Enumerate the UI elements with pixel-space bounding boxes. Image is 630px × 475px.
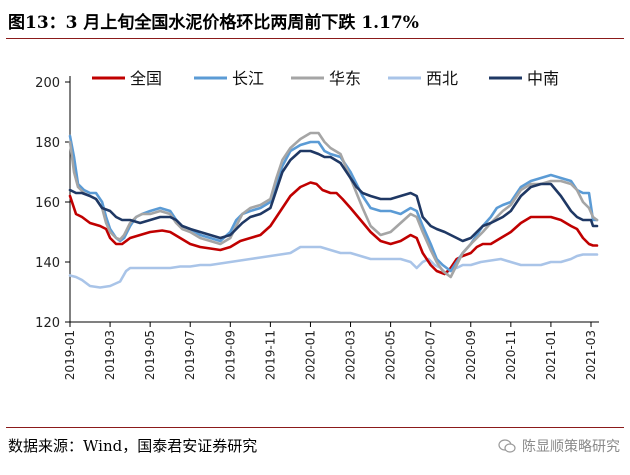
watermark: 陈显顺策略研究 <box>498 436 620 456</box>
y-tick-label: 180 <box>35 136 60 151</box>
source-rule <box>6 427 624 428</box>
y-tick-label: 140 <box>35 256 60 271</box>
figure-title: 图13：3 月上旬全国水泥价格环比两周前下跌 1.17% <box>8 13 419 33</box>
x-tick-label: 2020-05 <box>384 330 398 380</box>
x-tick-label: 2019-01 <box>63 330 77 380</box>
watermark-text: 陈显顺策略研究 <box>522 439 620 455</box>
wechat-icon <box>498 439 516 453</box>
series-line-0 <box>68 181 599 276</box>
legend-label-1: 长江 <box>232 69 264 88</box>
legend-label-2: 华东 <box>329 69 361 88</box>
y-tick-label: 160 <box>35 196 60 211</box>
line-chart: 120 140 160 180 200 2019-01 2019-03 2019-05 2019… <box>35 69 599 380</box>
x-tick-label: 2020-01 <box>303 330 317 380</box>
x-tick-label: 2019-09 <box>223 330 237 380</box>
y-tick-label: 120 <box>35 316 60 331</box>
y-tick-label: 200 <box>35 76 60 91</box>
x-tick-label: 2019-07 <box>183 330 197 380</box>
x-tick-label: 2020-09 <box>464 330 478 380</box>
x-tick-label: 2021-01 <box>544 330 558 380</box>
x-tick-label: 2019-05 <box>143 330 157 380</box>
legend-label-4: 中南 <box>527 69 559 88</box>
chart-series-lines <box>68 131 599 289</box>
legend-label-3: 西北 <box>426 69 458 88</box>
x-tick-label: 2020-03 <box>344 330 358 380</box>
series-line-1 <box>68 134 599 273</box>
x-tick-label: 2020-11 <box>504 330 518 380</box>
source-note: 数据来源：Wind，国泰君安证券研究 <box>8 437 258 455</box>
series-line-4 <box>68 149 599 243</box>
legend-label-0: 全国 <box>130 69 162 88</box>
series-line-3 <box>68 245 599 289</box>
chart-legend: 全国 长江 华东 西北 中南 <box>92 69 559 88</box>
chart-axes: 120 140 160 180 200 2019-01 2019-03 2019-05 2019… <box>35 76 599 380</box>
x-tick-label: 2020-07 <box>424 330 438 380</box>
series-line-2 <box>68 131 599 279</box>
title-rule <box>6 38 624 39</box>
x-tick-label: 2021-03 <box>584 330 598 380</box>
x-tick-label: 2019-03 <box>103 330 117 380</box>
x-tick-label: 2019-11 <box>263 330 277 380</box>
